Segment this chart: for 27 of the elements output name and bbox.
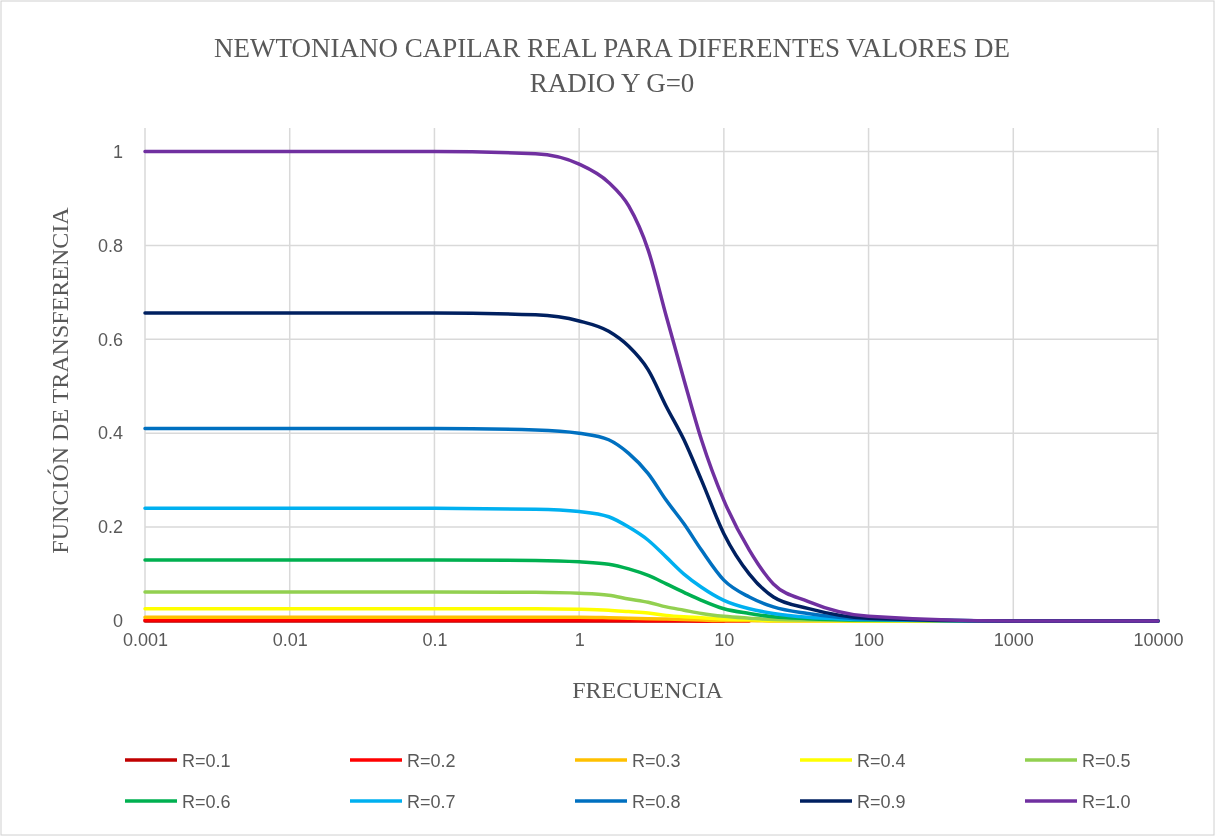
x-tick-label: 10 (714, 629, 735, 650)
legend-label: R=0.7 (407, 792, 456, 812)
legend-label: R=0.6 (182, 792, 231, 812)
y-tick-label: 0.6 (97, 329, 123, 350)
legend-label: R=0.1 (182, 751, 231, 771)
legend-label: R=0.3 (632, 751, 681, 771)
legend-label: R=0.8 (632, 792, 681, 812)
legend-label: R=0.5 (1082, 751, 1131, 771)
legend-label: R=1.0 (1082, 792, 1131, 812)
x-tick-label: 0.1 (422, 629, 448, 650)
x-axis-title: FRECUENCIA (572, 677, 724, 703)
y-tick-label: 0.2 (97, 517, 123, 538)
x-tick-label: 10000 (1133, 629, 1184, 650)
legend-label: R=0.4 (857, 751, 906, 771)
x-tick-label: 0.001 (122, 629, 169, 650)
y-tick-label: 0.8 (97, 235, 123, 256)
x-tick-label: 0.01 (272, 629, 308, 650)
legend-label: R=0.2 (407, 751, 456, 771)
y-tick-label: 0.4 (97, 423, 123, 444)
y-tick-label: 0 (112, 611, 123, 632)
legend-label: R=0.9 (857, 792, 906, 812)
x-tick-label: 1 (574, 629, 585, 650)
chart-title: NEWTONIANO CAPILAR REAL PARA DIFERENTES VALORES DE RADIO Y G=0 (213, 33, 1011, 98)
x-tick-label: 1000 (993, 629, 1034, 650)
y-axis-title: FUNCIÓN DE TRANSFERENCIA (47, 206, 73, 554)
y-tick-label: 1 (112, 141, 123, 162)
x-tick-label: 100 (854, 629, 885, 650)
